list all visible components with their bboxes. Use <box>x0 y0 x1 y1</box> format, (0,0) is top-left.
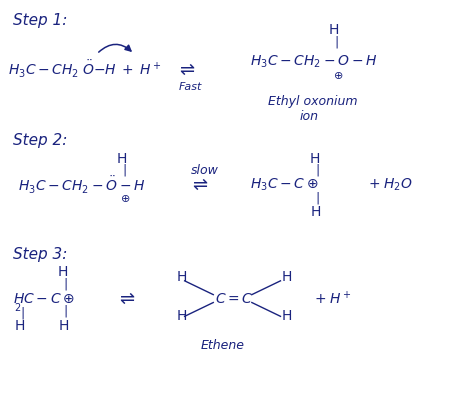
Text: Ethene: Ethene <box>201 339 245 353</box>
Text: $\rightleftharpoons$: $\rightleftharpoons$ <box>117 289 136 308</box>
Text: Step 3:: Step 3: <box>13 247 67 262</box>
Text: |: | <box>63 305 67 318</box>
Text: $H_3C - CH_2\;\ddot{O}{-}H\;+\;H^+$: $H_3C - CH_2\;\ddot{O}{-}H\;+\;H^+$ <box>8 59 162 80</box>
Text: $\oplus$: $\oplus$ <box>333 70 343 81</box>
Text: H: H <box>15 319 25 333</box>
Text: H: H <box>329 23 339 37</box>
Text: |: | <box>315 191 319 204</box>
Text: H: H <box>282 270 292 284</box>
Text: Step 1:: Step 1: <box>13 13 67 28</box>
Text: $\rightleftharpoons$: $\rightleftharpoons$ <box>189 176 208 194</box>
Text: |: | <box>122 164 127 177</box>
Text: 2: 2 <box>15 303 21 314</box>
Text: $+\;H^+$: $+\;H^+$ <box>314 290 352 307</box>
Text: ion: ion <box>299 110 318 123</box>
Text: Ethyl oxonium: Ethyl oxonium <box>268 95 357 108</box>
Text: slow: slow <box>191 164 219 177</box>
Text: H: H <box>311 205 321 219</box>
Text: H: H <box>57 265 67 279</box>
Text: |: | <box>20 307 25 320</box>
Text: Step 2:: Step 2: <box>13 133 67 148</box>
Text: $C = C$: $C = C$ <box>215 291 254 306</box>
Text: H: H <box>59 319 70 333</box>
Text: $HC - C\oplus$: $HC - C\oplus$ <box>13 291 74 306</box>
Text: H: H <box>309 152 319 166</box>
Text: |: | <box>315 164 319 177</box>
Text: $H_3C - C\oplus$: $H_3C - C\oplus$ <box>250 177 319 193</box>
Text: H: H <box>117 152 127 166</box>
Text: H: H <box>177 309 187 323</box>
Text: Fast: Fast <box>179 82 202 92</box>
Text: $H_3C - CH_2 - O - H$: $H_3C - CH_2 - O - H$ <box>250 54 377 70</box>
Text: H: H <box>282 309 292 323</box>
Text: $\oplus$: $\oplus$ <box>120 193 131 204</box>
Text: $\rightleftharpoons$: $\rightleftharpoons$ <box>176 61 195 79</box>
Text: H: H <box>177 270 187 284</box>
Text: $+\;H_2O$: $+\;H_2O$ <box>368 177 413 193</box>
Text: |: | <box>335 36 339 49</box>
Text: |: | <box>63 277 67 290</box>
Text: $H_3C - CH_2 - \ddot{O} - H$: $H_3C - CH_2 - \ddot{O} - H$ <box>18 175 145 196</box>
